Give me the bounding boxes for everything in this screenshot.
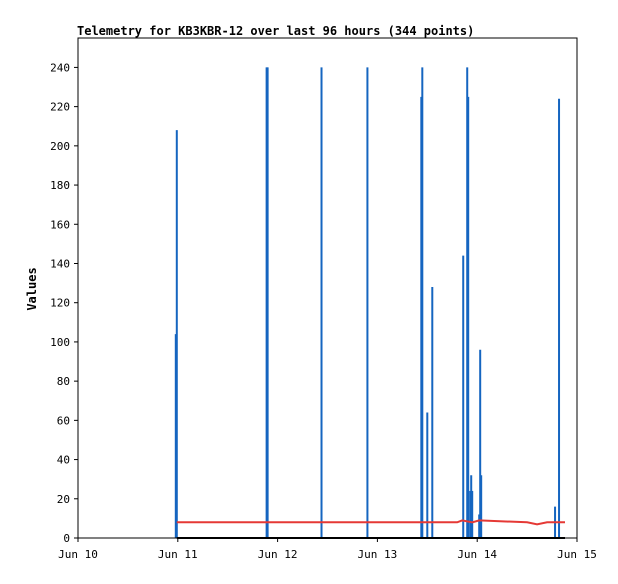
marks-layer	[174, 67, 565, 539]
y-tick-label: 100	[50, 336, 70, 349]
y-axis-label: Values	[25, 267, 39, 310]
series-line-1	[176, 519, 565, 526]
y-tick-label: 240	[50, 61, 70, 74]
y-tick-label: 120	[50, 297, 70, 310]
x-tick-label: Jun 12	[258, 548, 298, 561]
y-tick-label: 40	[57, 454, 70, 467]
y-tick-label: 0	[63, 532, 70, 545]
x-tick-label: Jun 10	[58, 548, 98, 561]
y-tick-label: 60	[57, 414, 70, 427]
ticks-layer: 0 20 40 60 80 100 120 140 160 180 200 220 240 Jun 10 J…	[50, 61, 597, 561]
x-tick-label: Jun 14	[457, 548, 497, 561]
y-tick-label: 20	[57, 493, 70, 506]
y-tick-label: 80	[57, 375, 70, 388]
plot-frame	[77, 37, 578, 539]
y-tick-label: 200	[50, 140, 70, 153]
y-tick-label: 220	[50, 101, 70, 114]
y-tick-label: 140	[50, 257, 70, 270]
y-tick-label: 160	[50, 218, 70, 231]
x-tick-label: Jun 11	[158, 548, 198, 561]
chart-title: Telemetry for KB3KBR-12 over last 96 hou…	[77, 24, 474, 38]
x-tick-label: Jun 13	[358, 548, 398, 561]
x-tick-label: Jun 15	[557, 548, 597, 561]
y-tick-label: 180	[50, 179, 70, 192]
